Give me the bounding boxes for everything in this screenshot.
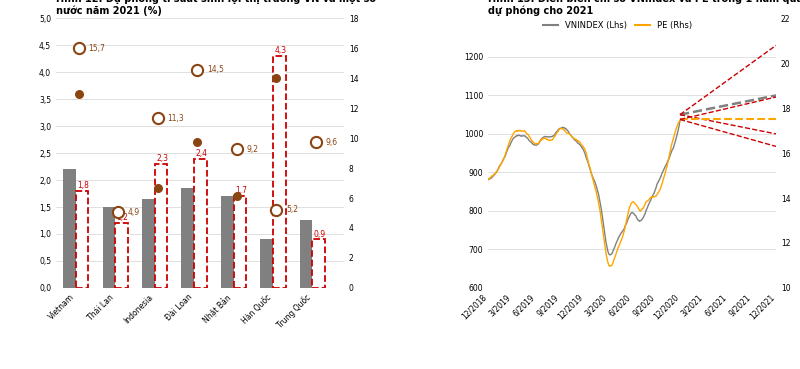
Bar — [194, 159, 206, 288]
Point — [230, 193, 243, 199]
Bar — [273, 56, 286, 288]
Legend: VNINDEX (Lhs), PE (Rhs): VNINDEX (Lhs), PE (Rhs) — [540, 17, 695, 33]
Bar — [234, 196, 246, 288]
Text: 1,7: 1,7 — [235, 186, 247, 196]
Point — [112, 210, 125, 215]
Text: Hình 12: Dự phóng tỉ suất sinh lợi thị trường VN và một số
nước năm 2021 (%): Hình 12: Dự phóng tỉ suất sinh lợi thị t… — [56, 0, 376, 16]
Bar — [182, 188, 194, 288]
Point — [309, 139, 322, 145]
Text: 1,2: 1,2 — [117, 213, 129, 223]
Text: 2,4: 2,4 — [195, 149, 207, 158]
Point — [191, 67, 204, 73]
Bar — [142, 199, 154, 288]
Text: 4,3: 4,3 — [274, 46, 286, 55]
Point — [73, 45, 86, 51]
Point — [112, 210, 125, 215]
Text: 0,9: 0,9 — [314, 230, 326, 238]
Text: 1,8: 1,8 — [78, 181, 89, 190]
Text: 15,7: 15,7 — [89, 44, 106, 53]
Text: 4,9: 4,9 — [128, 208, 140, 217]
Bar — [63, 169, 76, 288]
Bar — [260, 239, 273, 288]
Point — [270, 75, 282, 81]
Text: 2,3: 2,3 — [156, 154, 168, 163]
Point — [73, 91, 86, 97]
Text: 5,2: 5,2 — [286, 206, 298, 214]
Point — [191, 139, 204, 145]
Point — [309, 139, 322, 145]
Text: Hình 13: Diễn biến chỉ số VNIndex và PE trong 1 năm qua và
dự phóng cho 2021: Hình 13: Diễn biến chỉ số VNIndex và PE … — [488, 0, 800, 16]
Text: 14,5: 14,5 — [207, 65, 224, 75]
Bar — [102, 207, 115, 288]
Bar — [300, 221, 313, 288]
Point — [270, 207, 282, 213]
Bar — [115, 223, 128, 288]
Point — [151, 115, 164, 121]
Bar — [154, 164, 167, 288]
Bar — [221, 196, 234, 288]
Bar — [313, 239, 325, 288]
Text: 11,3: 11,3 — [167, 114, 184, 123]
Bar — [76, 191, 88, 288]
Point — [151, 185, 164, 191]
Text: 9,6: 9,6 — [326, 138, 338, 147]
Point — [230, 146, 243, 152]
Text: 9,2: 9,2 — [246, 145, 258, 154]
